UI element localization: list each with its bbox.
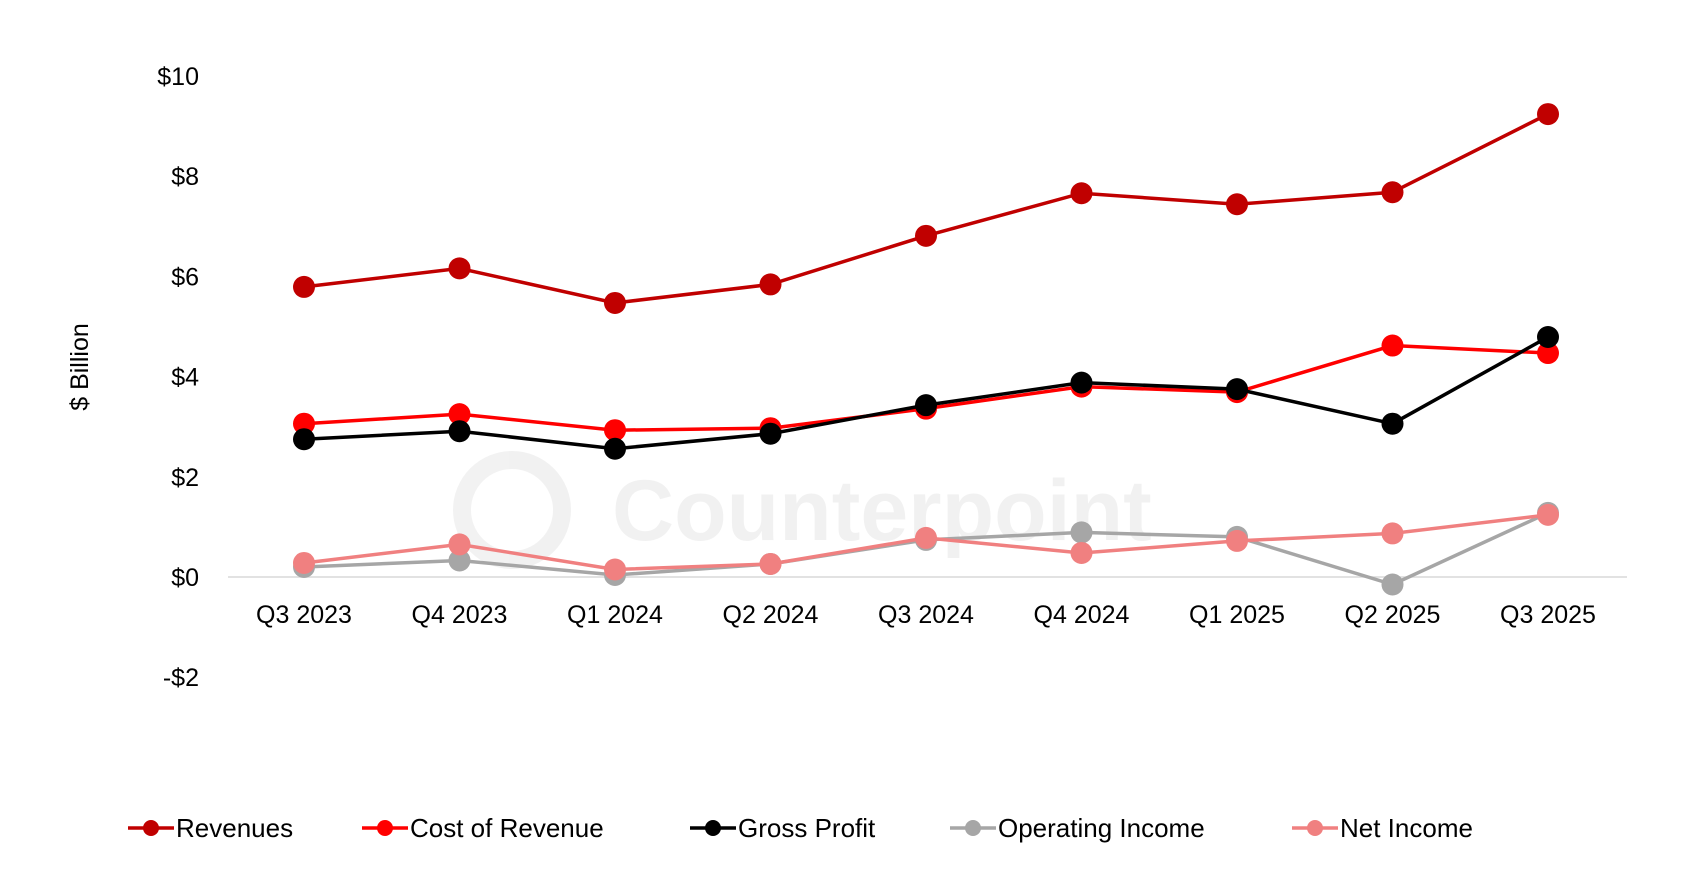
y-tick-label: $0: [171, 564, 199, 592]
data-point: [448, 549, 471, 572]
data-point: [448, 257, 471, 280]
legend-dot-marker: [965, 820, 981, 836]
watermark-logo: Counterpoint: [453, 451, 1152, 569]
data-point: [293, 275, 315, 298]
data-point: [1070, 182, 1093, 205]
legend-dot-marker: [705, 820, 721, 836]
series-line: [303, 112, 1549, 305]
legend: Revenues Cost of Revenue Gross Profit Opera…: [128, 813, 1473, 843]
series-revenues: [293, 103, 1559, 314]
data-point: [448, 533, 471, 556]
legend-label: Gross Profit: [738, 813, 876, 843]
data-point: [293, 551, 315, 574]
data-point: [1381, 412, 1404, 435]
series-net-income: [293, 503, 1559, 581]
data-point: [293, 412, 315, 435]
data-point: [1537, 326, 1559, 349]
data-point: [1070, 541, 1093, 564]
y-tick-label: $8: [171, 163, 199, 191]
series-cost-of-revenue: [293, 334, 1559, 442]
x-tick-label: Q3 2025: [1500, 601, 1596, 629]
legend-item: Net Income: [1292, 813, 1473, 843]
data-point: [1537, 342, 1559, 365]
x-tick-label: Q2 2024: [723, 601, 819, 629]
legend-label: Revenues: [176, 813, 293, 843]
series-gross-profit: [293, 326, 1559, 460]
y-axis-title: $ Billion: [66, 323, 94, 411]
data-point: [1226, 529, 1248, 552]
x-tick-label: Q3 2024: [878, 601, 974, 629]
legend-label: Cost of Revenue: [410, 813, 604, 843]
data-point: [604, 419, 626, 442]
legend-item: Operating Income: [950, 813, 1205, 843]
data-point: [915, 526, 937, 549]
data-point: [759, 422, 782, 445]
data-point: [915, 224, 937, 247]
legend-label: Operating Income: [998, 813, 1205, 843]
legend-item: Revenues: [128, 813, 293, 843]
legend-label: Net Income: [1340, 813, 1473, 843]
data-point: [1537, 103, 1559, 126]
data-point: [1226, 193, 1248, 216]
data-point: [1381, 334, 1404, 357]
x-tick-label: Q4 2024: [1034, 601, 1130, 629]
data-point: [1381, 181, 1404, 204]
data-point: [1070, 371, 1093, 394]
x-tick-label: Q1 2024: [567, 601, 663, 629]
data-point: [604, 437, 626, 460]
data-point: [759, 273, 782, 296]
data-point: [1381, 522, 1404, 545]
data-point: [1226, 378, 1248, 401]
y-tick-label: $2: [171, 464, 199, 492]
data-point: [293, 428, 315, 451]
legend-item: Cost of Revenue: [362, 813, 604, 843]
data-point: [604, 558, 626, 581]
x-tick-label: Q4 2023: [412, 601, 508, 629]
svg-text:Counterpoint: Counterpoint: [612, 463, 1152, 559]
y-tick-label: $4: [171, 364, 199, 392]
x-tick-label: Q1 2025: [1189, 601, 1285, 629]
legend-dot-marker: [143, 820, 159, 836]
data-point: [915, 394, 937, 417]
data-point: [604, 291, 626, 314]
data-point: [448, 403, 471, 426]
x-tick-label: Q3 2023: [256, 601, 352, 629]
y-tick-label: $6: [171, 263, 199, 291]
x-tick-label: Q2 2025: [1345, 601, 1441, 629]
legend-dot-marker: [1307, 820, 1323, 836]
legend-dot-marker: [377, 820, 393, 836]
data-point: [1070, 521, 1093, 544]
y-tick-label: $10: [157, 63, 199, 91]
y-tick-label: -$2: [163, 664, 199, 692]
data-point: [1537, 503, 1559, 526]
data-point: [759, 552, 782, 575]
legend-item: Gross Profit: [690, 813, 876, 843]
data-point: [448, 420, 471, 443]
data-point: [1381, 573, 1404, 596]
